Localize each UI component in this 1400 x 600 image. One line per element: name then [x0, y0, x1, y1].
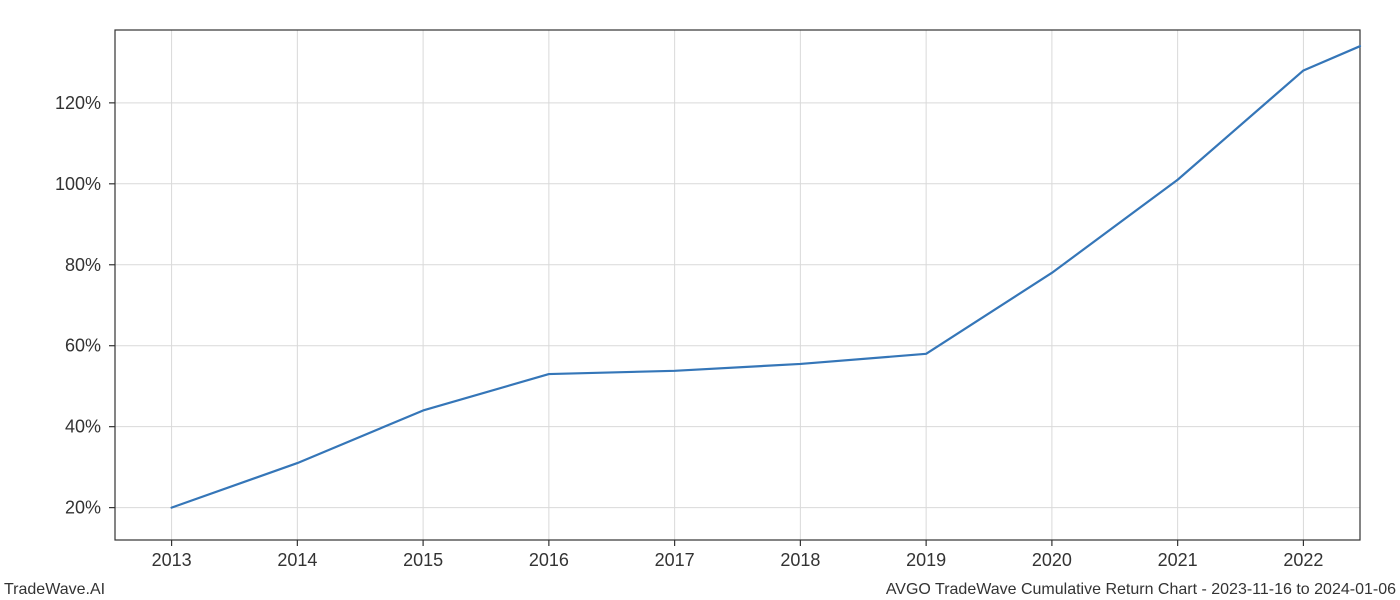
x-tick-label: 2013	[152, 550, 192, 570]
footer-right-label: AVGO TradeWave Cumulative Return Chart -…	[886, 581, 1396, 598]
x-tick-label: 2018	[780, 550, 820, 570]
x-tick-label: 2019	[906, 550, 946, 570]
y-tick-label: 20%	[65, 498, 101, 518]
x-tick-label: 2022	[1283, 550, 1323, 570]
footer-left-label: TradeWave.AI	[4, 581, 105, 598]
x-tick-label: 2014	[277, 550, 317, 570]
x-tick-label: 2016	[529, 550, 569, 570]
x-tick-label: 2020	[1032, 550, 1072, 570]
x-tick-label: 2015	[403, 550, 443, 570]
y-tick-label: 100%	[55, 174, 101, 194]
chart-container: 2013 2014 2015 2016 2017 2018 2019 2020 2021 2022…	[0, 0, 1400, 600]
y-tick-label: 120%	[55, 93, 101, 113]
y-tick-label: 80%	[65, 255, 101, 275]
line-chart: 2013 2014 2015 2016 2017 2018 2019 2020 2021 2022…	[0, 0, 1400, 600]
x-tick-label: 2017	[655, 550, 695, 570]
y-tick-label: 40%	[65, 417, 101, 437]
x-tick-label: 2021	[1158, 550, 1198, 570]
y-tick-label: 60%	[65, 336, 101, 356]
